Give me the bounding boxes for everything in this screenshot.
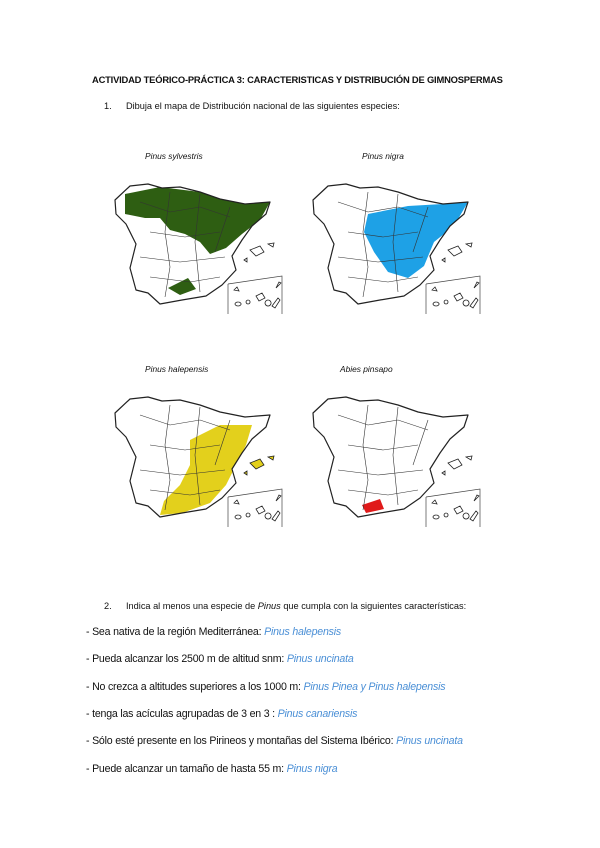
answer-prompt: - Pueda alcanzar los 2500 m de altitud s… bbox=[86, 653, 287, 666]
canary-islands-inset bbox=[425, 488, 481, 527]
answer-prompt: - tenga las acículas agrupadas de 3 en 3… bbox=[86, 707, 278, 720]
answer-prompt: - No crezca a altitudes superiores a los… bbox=[86, 680, 304, 693]
species-range-area bbox=[364, 202, 468, 278]
map-caption: Abies pinsapo bbox=[340, 364, 393, 374]
answer-species: Pinus halepensis bbox=[264, 626, 341, 638]
answer-item: - No crezca a altitudes superiores a los… bbox=[86, 680, 446, 693]
question-1: 1. Dibuja el mapa de Distribución naciona… bbox=[104, 101, 400, 111]
species-range-area bbox=[168, 278, 196, 295]
distribution-map-abies-pinsapo bbox=[312, 396, 481, 527]
balearic-islands bbox=[441, 455, 473, 476]
question-text: que cumpla con la siguientes característ… bbox=[280, 601, 467, 611]
answer-prompt: - Sea nativa de la región Mediterránea: bbox=[86, 626, 265, 638]
answer-prompt: - Puede alcanzar un tamaño de hasta 55 m… bbox=[86, 762, 287, 775]
map-caption: Pinus sylvestris bbox=[145, 151, 203, 161]
spain-outline bbox=[312, 396, 469, 518]
canary-islands-inset bbox=[425, 275, 481, 314]
canary-islands-inset bbox=[227, 275, 283, 314]
question-text: Indica al menos una especie de bbox=[126, 601, 258, 611]
spain-outline bbox=[114, 396, 271, 518]
spain-outline bbox=[114, 183, 271, 305]
map-caption: Pinus halepensis bbox=[145, 364, 209, 374]
distribution-map-pinus-halepensis bbox=[114, 396, 283, 527]
distribution-map-pinus-sylvestris bbox=[114, 183, 283, 314]
question-2: 2. Indica al menos una especie de Pinus q… bbox=[104, 601, 466, 611]
distribution-map-pinus-nigra bbox=[312, 183, 481, 314]
answer-item: - Sólo esté presente en los Pirineos y m… bbox=[86, 735, 463, 747]
answer-item: - Puede alcanzar un tamaño de hasta 55 m… bbox=[86, 762, 338, 775]
balearic-islands bbox=[243, 455, 275, 476]
balearic-islands bbox=[441, 242, 473, 263]
page-title: ACTIVIDAD TEÓRICO-PRÁCTICA 3: CARACTERIS… bbox=[92, 74, 503, 85]
balearic-islands bbox=[243, 242, 275, 263]
answer-item: - tenga las acículas agrupadas de 3 en 3… bbox=[86, 708, 357, 720]
answer-species: Pinus Pinea y Pinus halepensis bbox=[303, 680, 446, 693]
species-range-area bbox=[160, 425, 252, 515]
species-range-area bbox=[362, 499, 384, 513]
answer-species: Pinus uncinata bbox=[286, 653, 354, 666]
answer-species: Pinus uncinata bbox=[396, 735, 463, 748]
question-number: 1. bbox=[104, 101, 112, 111]
map-caption: Pinus nigra bbox=[362, 151, 404, 161]
answer-prompt: - Sólo esté presente en los Pirineos y m… bbox=[86, 735, 397, 748]
answer-species: Pinus nigra bbox=[286, 762, 338, 775]
canary-islands-inset bbox=[227, 488, 283, 527]
spain-outline bbox=[312, 183, 469, 305]
genus: Pinus bbox=[257, 601, 281, 611]
answer-item: - Sea nativa de la región Mediterránea: … bbox=[86, 626, 341, 638]
answer-species: Pinus canariensis bbox=[277, 707, 358, 720]
answer-item: - Pueda alcanzar los 2500 m de altitud s… bbox=[86, 653, 354, 665]
question-number: 2. bbox=[104, 601, 112, 611]
question-text: Dibuja el mapa de Distribución nacional … bbox=[126, 101, 400, 111]
